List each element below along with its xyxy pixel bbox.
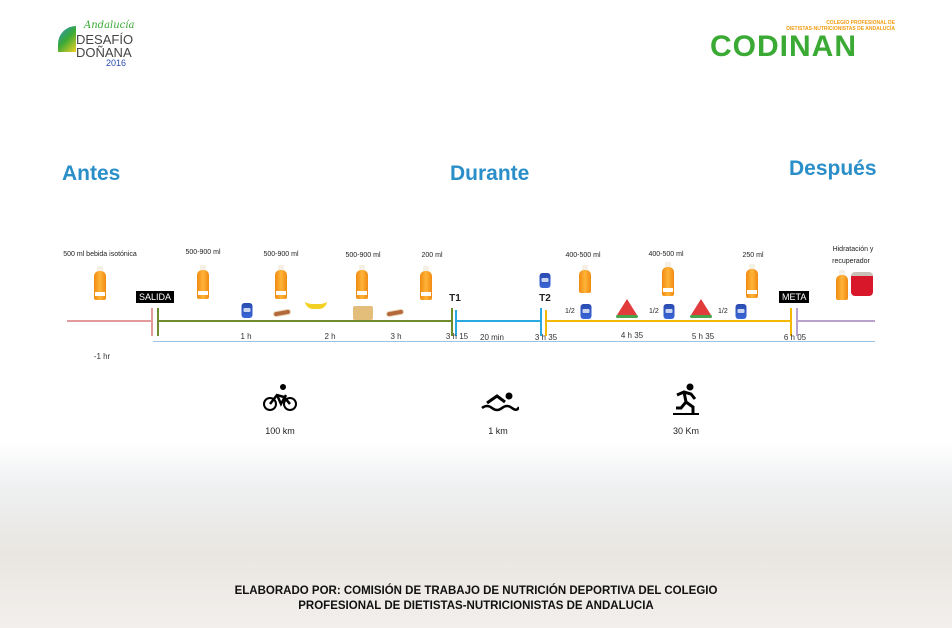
intake-label: 250 ml [742,252,764,259]
intake-label: 500 ml bebida isotónica [63,251,137,258]
logo-name: CODINAN [710,30,857,63]
logo-subtitle-2: DIETISTAS-NUTRICIONISTAS DE ANDALUCÍA [786,26,895,32]
timeline-tick [151,308,153,336]
recovery-label: Hidratación y [832,246,874,253]
time-label: -1 hr [93,352,111,361]
watermelon-icon [690,299,712,318]
phase-before: Antes [62,162,121,185]
phase-during: Durante [450,162,530,185]
distance-label: 1 km [488,426,508,436]
isotonic-bottle-icon [579,265,591,293]
half-label: 1/2 [565,308,575,315]
time-label: 3 h [390,332,402,341]
isotonic-bottle-icon [746,264,758,298]
start-marker: SALIDA [136,291,175,303]
logo-donana: DOÑANA [76,45,132,60]
t2-marker: T2 [539,293,551,304]
logo-swoosh [58,26,76,52]
timeline-tick [540,308,542,336]
time-label: 20 min [479,333,505,342]
timeline-swim [456,320,542,322]
timeline-tick [545,310,547,336]
energy-gel-icon [735,304,747,319]
logo-andalucia: Andalucía [84,20,135,31]
timeline-base [153,341,875,342]
banana-icon [305,301,327,309]
footer-credit: ELABORADO POR: COMISIÓN DE TRABAJO DE NU… [0,584,952,614]
distance-label: 100 km [265,426,295,436]
time-label: 6 h 05 [783,333,807,342]
timeline-tick [455,310,457,336]
timeline-tick [157,308,159,336]
time-label: 1 h [240,332,252,341]
intake-label: 500-900 ml [263,251,299,258]
footer-line-2: PROFESIONAL DE DIETISTAS-NUTRICIONISTAS … [298,600,654,612]
time-label: 4 h 35 [620,331,644,340]
timeline-run [546,320,791,322]
timeline-tick [796,308,798,336]
recovery-jar-icon [851,272,873,296]
isotonic-bottle-icon [420,266,432,300]
energy-gel-icon [663,304,675,319]
footer-line-1: ELABORADO POR: COMISIÓN DE TRABAJO DE NU… [234,585,718,597]
intake-label: 500-900 ml [185,249,221,256]
logo-desafio: DESAFÍO [76,32,134,47]
energy-gel-icon [241,303,253,318]
background-photo [0,440,952,628]
intake-label: 500-900 ml [345,252,381,259]
t1-marker: T1 [449,293,461,304]
logo-subtitle-1: COLEGIO PROFESIONAL DE [826,20,895,26]
time-label: 2 h [324,332,336,341]
intake-label: 400-500 ml [565,252,601,259]
isotonic-bottle-icon [94,266,106,300]
timeline-after [797,320,875,322]
running-icon [671,383,701,421]
isotonic-bottle-icon [197,265,209,299]
logo-year: 2016 [106,58,127,68]
energy-gel-icon [580,304,592,319]
timeline-tick [790,308,792,336]
timeline-tick [451,308,453,336]
swimming-icon [481,390,521,420]
crackers-icon [353,306,373,320]
timeline-before [67,320,153,322]
watermelon-icon [616,299,638,318]
half-label: 1/2 [718,308,728,315]
time-label: 3 h 15 [445,332,469,341]
energy-bar-icon [385,308,405,318]
time-label: 3 h 35 [534,333,558,342]
isotonic-bottle-icon [356,265,368,299]
finish-marker: META [779,291,810,303]
isotonic-bottle-icon [275,265,287,299]
intake-label: 200 ml [421,252,443,259]
recovery-label: recuperador [832,258,870,265]
time-label: 5 h 35 [691,332,715,341]
distance-label: 30 Km [672,426,700,436]
cycling-icon [262,383,298,419]
phase-after: Después [789,157,877,180]
timeline-bike [158,320,453,322]
isotonic-bottle-icon [662,262,674,296]
codinan-logo: COLEGIO PROFESIONAL DE DIETISTAS-NUTRICI… [710,18,895,63]
intake-label: 400-500 ml [648,251,684,258]
energy-gel-icon [539,273,551,288]
desafio-donana-logo: Andalucía DESAFÍO DOÑANA 2016 [58,20,138,70]
energy-bar-icon [272,308,292,318]
half-label: 1/2 [649,308,659,315]
isotonic-bottle-icon [836,270,848,300]
